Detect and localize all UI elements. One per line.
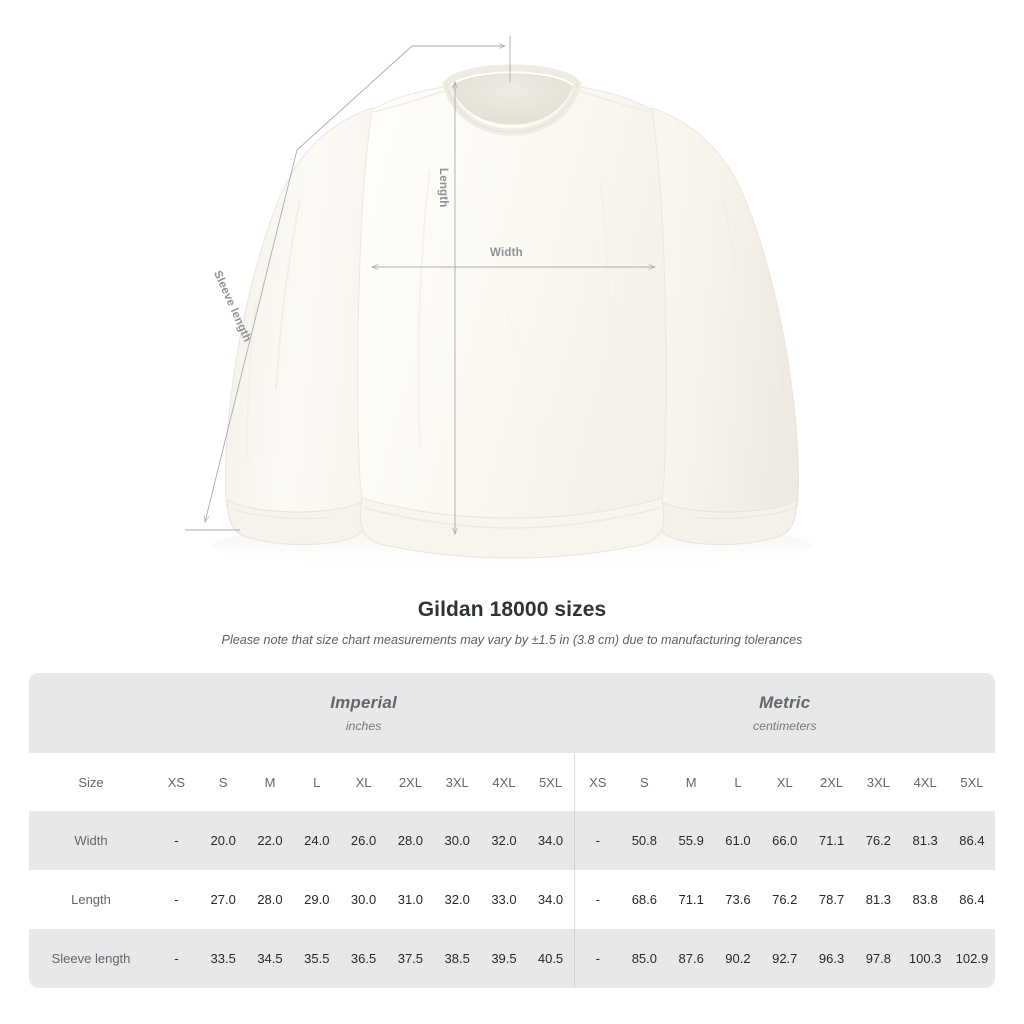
size-header-imperial-4xl: 4XL (480, 753, 528, 811)
cell-sleeve-imperial-xs: - (153, 929, 200, 988)
cell-width-metric-4xl: 81.3 (901, 811, 949, 870)
unit-title-metric: Metric (759, 693, 811, 712)
cell-width-metric-s: 50.8 (620, 811, 668, 870)
cell-sleeve-metric-2xl: 96.3 (808, 929, 855, 988)
sweatshirt-diagram (185, 36, 812, 567)
cell-width-imperial-2xl: 28.0 (386, 811, 434, 870)
cell-width-metric-2xl: 71.1 (808, 811, 855, 870)
cell-length-imperial-l: 29.0 (293, 870, 341, 929)
row-label-width: Width (29, 811, 153, 870)
cell-width-imperial-s: 20.0 (199, 811, 247, 870)
table-row-sleeve-length: Sleeve length - 33.5 34.5 35.5 36.5 37.5… (29, 929, 996, 988)
cell-width-imperial-m: 22.0 (246, 811, 294, 870)
cell-sleeve-metric-xl: 92.7 (761, 929, 809, 988)
size-header-metric-4xl: 4XL (901, 753, 949, 811)
row-label-length: Length (29, 870, 153, 929)
cell-sleeve-imperial-4xl: 39.5 (480, 929, 528, 988)
cell-sleeve-imperial-2xl: 37.5 (386, 929, 434, 988)
cell-length-metric-3xl: 81.3 (854, 870, 902, 929)
title-block: Gildan 18000 sizes Please note that size… (0, 598, 1024, 647)
cell-width-imperial-3xl: 30.0 (433, 811, 481, 870)
size-table: Imperial inches Metric centimeters Size … (29, 673, 996, 988)
cell-width-imperial-l: 24.0 (293, 811, 341, 870)
cell-length-metric-xl: 76.2 (761, 870, 809, 929)
cell-length-imperial-2xl: 31.0 (386, 870, 434, 929)
size-header-metric-2xl: 2XL (808, 753, 855, 811)
size-header-imperial-3xl: 3XL (433, 753, 481, 811)
cell-width-metric-3xl: 76.2 (854, 811, 902, 870)
cell-length-imperial-5xl: 34.0 (527, 870, 575, 929)
cell-sleeve-imperial-l: 35.5 (293, 929, 341, 988)
unit-spacer-cell (29, 673, 153, 753)
unit-sub-metric: centimeters (752, 719, 817, 733)
cell-width-imperial-5xl: 34.0 (527, 811, 575, 870)
cell-length-metric-l: 73.6 (714, 870, 762, 929)
garment-illustration: Length Width Sleeve length (185, 36, 812, 567)
size-header-metric-xs: XS (573, 753, 621, 811)
cell-sleeve-metric-l: 90.2 (714, 929, 762, 988)
cell-length-imperial-3xl: 32.0 (433, 870, 481, 929)
cell-length-imperial-m: 28.0 (246, 870, 294, 929)
size-header-label: Size (29, 753, 153, 811)
cell-length-metric-xs: - (573, 870, 621, 929)
cell-length-imperial-4xl: 33.0 (480, 870, 528, 929)
size-header-metric-l: L (714, 753, 762, 811)
cell-length-imperial-xl: 30.0 (340, 870, 387, 929)
cell-sleeve-imperial-m: 34.5 (246, 929, 294, 988)
cell-length-metric-s: 68.6 (620, 870, 668, 929)
cell-length-imperial-xs: - (153, 870, 200, 929)
size-header-metric-xl: XL (761, 753, 809, 811)
cell-sleeve-imperial-5xl: 40.5 (527, 929, 575, 988)
cell-sleeve-metric-3xl: 97.8 (854, 929, 902, 988)
cell-width-metric-m: 55.9 (667, 811, 715, 870)
tolerance-note: Please note that size chart measurements… (221, 633, 803, 647)
size-header-imperial-m: M (246, 753, 294, 811)
unit-sub-imperial: inches (345, 719, 382, 733)
cell-sleeve-imperial-s: 33.5 (199, 929, 247, 988)
unit-group-metric: Metric centimeters (574, 673, 996, 753)
size-header-metric-3xl: 3XL (854, 753, 902, 811)
cell-width-metric-l: 61.0 (714, 811, 762, 870)
cell-length-imperial-s: 27.0 (199, 870, 247, 929)
page-title: Gildan 18000 sizes (417, 598, 607, 621)
size-header-imperial-s: S (199, 753, 247, 811)
cell-sleeve-metric-m: 87.6 (667, 929, 715, 988)
size-table-container: Imperial inches Metric centimeters Size … (29, 673, 996, 988)
cell-sleeve-metric-4xl: 100.3 (901, 929, 949, 988)
cell-width-imperial-xs: - (153, 811, 200, 870)
row-label-sleeve-length: Sleeve length (29, 929, 153, 988)
cell-width-imperial-xl: 26.0 (340, 811, 387, 870)
cell-sleeve-metric-xs: - (573, 929, 621, 988)
size-header-imperial-l: L (293, 753, 341, 811)
size-header-row: Size XS S M L XL 2XL 3XL 4XL 5XL XS S M … (29, 753, 996, 811)
size-header-metric-m: M (667, 753, 715, 811)
table-row-length: Length - 27.0 28.0 29.0 30.0 31.0 32.0 3… (29, 870, 996, 929)
unit-title-imperial: Imperial (330, 693, 397, 712)
cell-length-metric-5xl: 86.4 (948, 870, 996, 929)
cell-length-metric-m: 71.1 (667, 870, 715, 929)
cell-length-metric-4xl: 83.8 (901, 870, 949, 929)
unit-banner-row: Imperial inches Metric centimeters (29, 673, 996, 753)
size-header-metric-s: S (620, 753, 668, 811)
size-header-imperial-5xl: 5XL (527, 753, 575, 811)
cell-width-metric-xs: - (573, 811, 621, 870)
size-header-metric-5xl: 5XL (948, 753, 996, 811)
size-header-imperial-xl: XL (340, 753, 387, 811)
cell-width-imperial-4xl: 32.0 (480, 811, 528, 870)
unit-group-imperial: Imperial inches (153, 673, 575, 753)
table-row-width: Width - 20.0 22.0 24.0 26.0 28.0 30.0 32… (29, 811, 996, 870)
size-header-imperial-2xl: 2XL (386, 753, 434, 811)
cell-length-metric-2xl: 78.7 (808, 870, 855, 929)
sleeve-length-guide (185, 36, 511, 531)
size-header-imperial-xs: XS (153, 753, 200, 811)
cell-sleeve-metric-5xl: 102.9 (948, 929, 996, 988)
cell-sleeve-imperial-xl: 36.5 (340, 929, 387, 988)
cell-width-metric-5xl: 86.4 (948, 811, 996, 870)
cell-sleeve-imperial-3xl: 38.5 (433, 929, 481, 988)
cell-width-metric-xl: 66.0 (761, 811, 809, 870)
cell-sleeve-metric-s: 85.0 (620, 929, 668, 988)
